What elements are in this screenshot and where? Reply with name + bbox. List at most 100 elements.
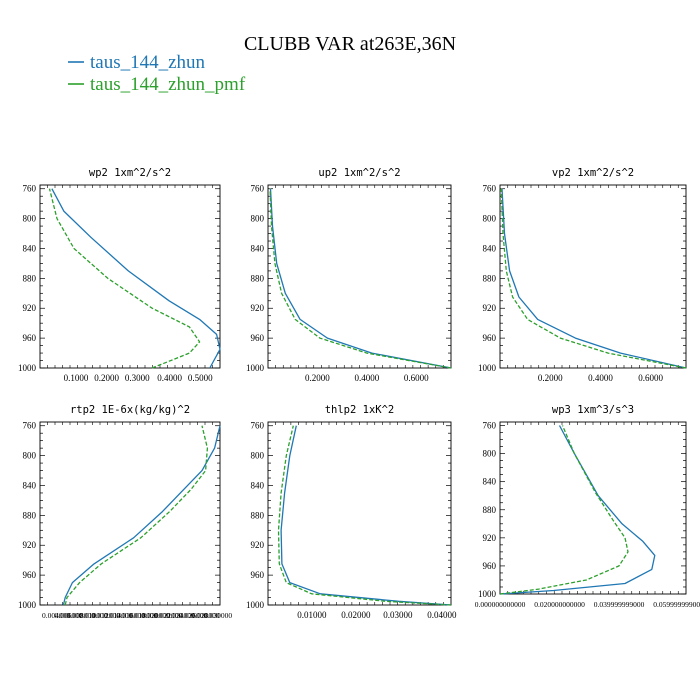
- y-tick-label: 760: [483, 184, 497, 194]
- y-tick-label: 880: [251, 273, 265, 283]
- x-tick-label: 0.030000: [204, 611, 232, 620]
- y-tick-label: 920: [251, 540, 265, 550]
- y-tick-label: 920: [483, 533, 497, 543]
- y-tick-label: 840: [483, 477, 497, 487]
- y-tick-label: 800: [251, 214, 265, 224]
- y-tick-label: 840: [251, 480, 265, 490]
- x-tick-label: 0.1000: [64, 373, 89, 383]
- y-tick-label: 760: [251, 421, 265, 431]
- x-tick-label: 0.004000: [42, 611, 70, 620]
- panel-1: wp2 1xm^2/s^2 760 800 840 880 920 960 1000 0.100…: [18, 167, 221, 383]
- x-tick-label: 0.018000: [129, 611, 157, 620]
- x-tick-label: 0.016000: [117, 611, 145, 620]
- y-tick-label: 1000: [18, 600, 37, 610]
- x-tick-label: 0.2000: [94, 373, 119, 383]
- x-tick-label: 0.020000: [142, 611, 170, 620]
- y-tick-label: 920: [23, 303, 37, 313]
- y-tick-label: 960: [251, 570, 265, 580]
- x-tick-label: 0.022000: [154, 611, 182, 620]
- panel-frame: [499, 421, 687, 595]
- panel-frame: [499, 184, 687, 369]
- legend: taus_144_zhun taus_144_zhun_pmf: [68, 52, 246, 95]
- panel-title: thlp2 1xK^2: [325, 404, 395, 416]
- y-tick-label: 840: [251, 243, 265, 253]
- y-tick-label: 760: [483, 421, 497, 431]
- x-tick-label: 0.5000: [188, 373, 213, 383]
- series-line-2: [269, 188, 452, 369]
- panel-title: vp2 1xm^2/s^2: [552, 167, 634, 179]
- x-tick-label: 0.006000: [54, 611, 82, 620]
- x-tick-label: 0.01000: [297, 610, 327, 620]
- series-line-1: [501, 188, 687, 369]
- series-line-1: [499, 425, 656, 595]
- x-tick-label: 0.014000: [104, 611, 132, 620]
- y-tick-label: 1000: [246, 363, 265, 373]
- x-tick-label: 0.000000000000: [475, 600, 526, 609]
- panel-frame: [39, 421, 221, 606]
- x-tick-label: 0.024000: [167, 611, 195, 620]
- y-tick-label: 1000: [478, 363, 497, 373]
- y-tick-label: 880: [23, 510, 37, 520]
- y-tick-label: 800: [483, 449, 497, 459]
- x-tick-label: 0.059999999000: [653, 600, 700, 609]
- y-tick-label: 920: [483, 303, 497, 313]
- legend-label-2: taus_144_zhun_pmf: [90, 74, 246, 95]
- y-tick-label: 760: [23, 184, 37, 194]
- x-tick-label: 0.028000: [192, 611, 220, 620]
- y-tick-label: 800: [483, 214, 497, 224]
- x-tick-label: 0.020000000000: [534, 600, 585, 609]
- y-tick-label: 840: [483, 243, 497, 253]
- y-tick-label: 920: [251, 303, 265, 313]
- y-tick-label: 880: [251, 510, 265, 520]
- y-tick-label: 760: [251, 184, 265, 194]
- y-tick-label: 960: [483, 333, 497, 343]
- y-tick-label: 800: [23, 451, 37, 461]
- y-tick-label: 880: [483, 505, 497, 515]
- y-tick-label: 960: [23, 570, 37, 580]
- y-tick-label: 880: [483, 273, 497, 283]
- y-tick-label: 1000: [478, 589, 497, 599]
- panel-frame: [39, 184, 221, 369]
- series-line-2: [500, 188, 687, 369]
- panel-4: rtp2 1E-6x(kg/kg)^2 760 800 840 880 920 960 100…: [18, 404, 232, 620]
- x-tick-label: 0.4000: [588, 373, 613, 383]
- panel-title: wp2 1xm^2/s^2: [89, 167, 171, 179]
- panel-title: wp3 1xm^3/s^3: [552, 404, 634, 416]
- x-tick-label: 0.026000: [179, 611, 207, 620]
- series-line-2: [64, 425, 209, 606]
- series-line-1: [280, 425, 452, 606]
- x-tick-label: 0.02000: [341, 610, 371, 620]
- series-line-2: [499, 425, 629, 595]
- x-tick-label: 0.039999999000: [594, 600, 645, 609]
- y-tick-label: 960: [251, 333, 265, 343]
- x-tick-label: 0.008000: [67, 611, 95, 620]
- panel-frame: [267, 184, 452, 369]
- figure-title: CLUBB VAR at263E,36N: [244, 33, 456, 55]
- y-tick-label: 1000: [246, 600, 265, 610]
- y-tick-label: 840: [23, 480, 37, 490]
- panel-frame: [267, 421, 452, 606]
- x-tick-label: 0.4000: [157, 373, 182, 383]
- panel-3: vp2 1xm^2/s^2 760 800 840 880 920 960 1000 0.200…: [478, 167, 687, 383]
- series-line-1: [269, 188, 452, 369]
- x-tick-label: 0.2000: [538, 373, 563, 383]
- series-line-1: [51, 188, 221, 369]
- y-tick-label: 800: [251, 451, 265, 461]
- panel-title: up2 1xm^2/s^2: [318, 167, 400, 179]
- series-line-2: [277, 425, 452, 606]
- series-line-2: [48, 188, 201, 369]
- y-tick-label: 880: [23, 273, 37, 283]
- y-tick-label: 1000: [18, 363, 37, 373]
- panel-2: up2 1xm^2/s^2 760 800 840 880 920 960 1000 0.200…: [246, 167, 452, 383]
- x-tick-label: 0.04000: [427, 610, 457, 620]
- legend-label-1: taus_144_zhun: [90, 52, 206, 73]
- x-tick-label: 0.6000: [404, 373, 429, 383]
- y-tick-label: 960: [23, 333, 37, 343]
- x-tick-label: 0.03000: [383, 610, 413, 620]
- panels: wp2 1xm^2/s^2 760 800 840 880 920 960 1000 0.100…: [18, 167, 700, 620]
- series-line-1: [62, 425, 221, 606]
- x-tick-label: 0.4000: [354, 373, 379, 383]
- panel-6: wp3 1xm^3/s^3 760 800 840 880 920 960 10000.000…: [475, 404, 700, 609]
- y-tick-label: 960: [483, 561, 497, 571]
